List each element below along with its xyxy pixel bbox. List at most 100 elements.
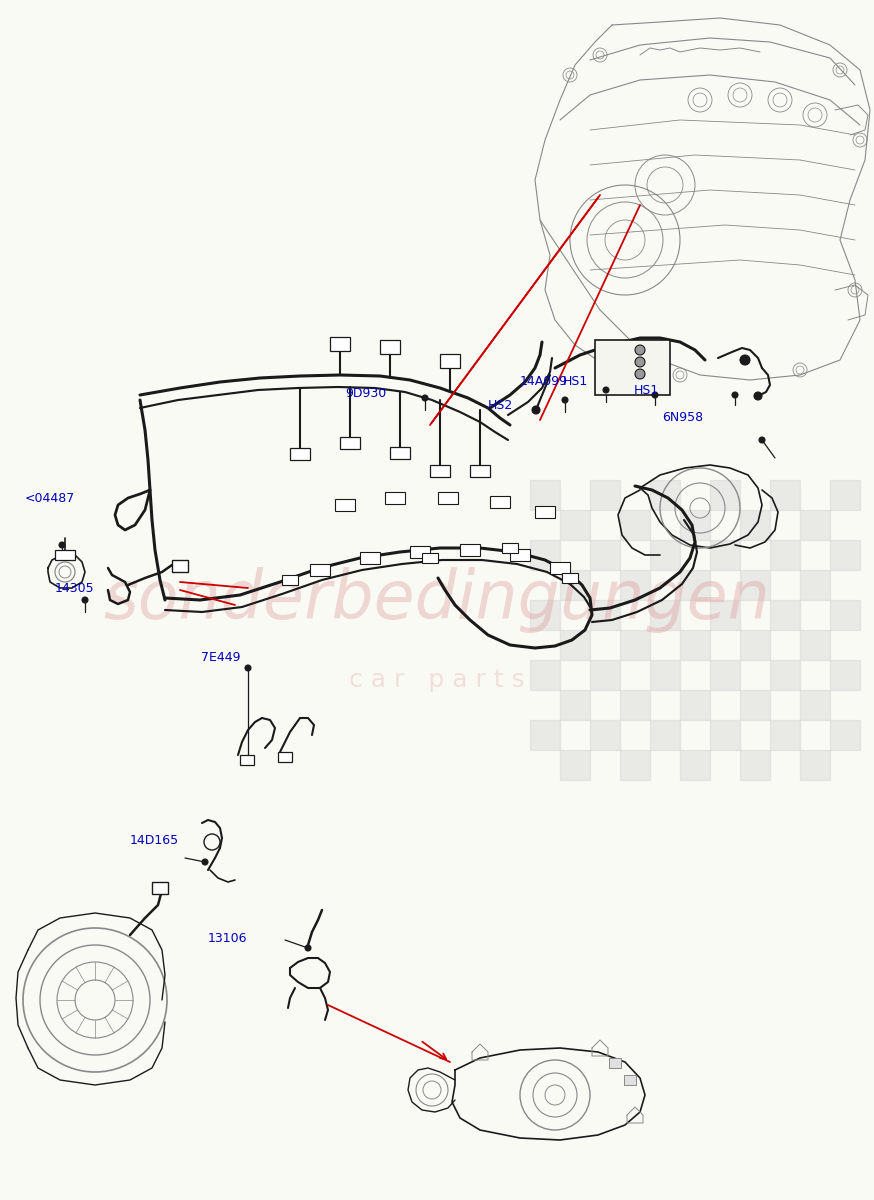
Bar <box>172 560 188 572</box>
Bar <box>55 550 75 560</box>
Bar <box>380 340 400 354</box>
Bar <box>590 600 620 630</box>
Bar <box>740 510 770 540</box>
Text: HS1: HS1 <box>563 376 588 388</box>
Bar <box>440 354 460 368</box>
Circle shape <box>532 406 540 414</box>
Bar <box>560 510 590 540</box>
Text: 14D165: 14D165 <box>129 834 178 846</box>
Bar <box>530 540 560 570</box>
Text: 14305: 14305 <box>54 582 94 594</box>
Circle shape <box>245 665 251 671</box>
Circle shape <box>635 370 645 379</box>
Bar <box>240 755 254 766</box>
Bar <box>422 553 438 563</box>
Text: c a r   p a r t s: c a r p a r t s <box>349 668 525 692</box>
Bar <box>740 630 770 660</box>
Circle shape <box>635 346 645 355</box>
Bar <box>620 630 650 660</box>
Bar <box>650 600 680 630</box>
Text: <04487: <04487 <box>24 492 74 504</box>
Bar <box>562 572 578 583</box>
Bar <box>710 540 740 570</box>
Bar <box>590 540 620 570</box>
Bar <box>290 448 310 460</box>
Circle shape <box>652 392 658 398</box>
Bar <box>710 660 740 690</box>
Circle shape <box>635 358 645 367</box>
Bar <box>800 690 830 720</box>
Bar <box>680 750 710 780</box>
Circle shape <box>740 355 750 365</box>
Text: HS1: HS1 <box>634 384 659 396</box>
Bar <box>510 550 530 560</box>
Text: 13106: 13106 <box>208 932 247 944</box>
Text: 6N958: 6N958 <box>662 412 704 424</box>
Bar <box>650 660 680 690</box>
Bar <box>560 630 590 660</box>
Bar <box>360 552 380 564</box>
Bar <box>340 437 360 449</box>
Bar <box>550 562 570 574</box>
Bar <box>710 600 740 630</box>
Bar <box>535 506 555 518</box>
Bar <box>650 540 680 570</box>
Circle shape <box>59 542 65 548</box>
Bar <box>310 564 330 576</box>
Circle shape <box>82 596 88 602</box>
Bar <box>800 570 830 600</box>
Bar <box>530 600 560 630</box>
Bar <box>770 660 800 690</box>
Bar <box>650 720 680 750</box>
Bar <box>152 882 168 894</box>
Bar <box>740 750 770 780</box>
Bar <box>595 340 670 395</box>
Bar <box>830 720 860 750</box>
Bar <box>282 575 298 584</box>
Bar <box>710 720 740 750</box>
Bar <box>800 630 830 660</box>
Circle shape <box>603 386 609 392</box>
Circle shape <box>305 946 311 950</box>
Text: sonderbedingungen: sonderbedingungen <box>103 566 771 634</box>
Bar <box>830 480 860 510</box>
Bar <box>740 690 770 720</box>
Bar <box>460 544 480 556</box>
Text: 9D930: 9D930 <box>345 388 386 400</box>
Bar <box>680 690 710 720</box>
Bar <box>830 600 860 630</box>
Text: 7E449: 7E449 <box>201 652 240 664</box>
Bar <box>650 480 680 510</box>
Bar <box>560 750 590 780</box>
Bar <box>770 600 800 630</box>
Bar <box>560 690 590 720</box>
Bar <box>680 510 710 540</box>
Bar <box>530 720 560 750</box>
Bar <box>560 570 590 600</box>
Bar <box>830 660 860 690</box>
Bar <box>830 540 860 570</box>
Text: 14A099: 14A099 <box>520 376 568 388</box>
Bar <box>620 570 650 600</box>
Bar <box>390 446 410 458</box>
Bar <box>590 660 620 690</box>
Bar <box>410 546 430 558</box>
Circle shape <box>754 392 762 400</box>
Bar <box>438 492 458 504</box>
Bar <box>620 510 650 540</box>
Circle shape <box>759 437 765 443</box>
Bar <box>620 690 650 720</box>
Circle shape <box>732 392 738 398</box>
Bar <box>470 464 490 476</box>
Bar <box>624 1075 636 1085</box>
Bar <box>530 660 560 690</box>
Bar <box>620 750 650 780</box>
Circle shape <box>422 395 428 401</box>
Bar <box>330 337 350 350</box>
Bar <box>609 1058 621 1068</box>
Bar <box>770 720 800 750</box>
Bar <box>770 480 800 510</box>
Bar <box>278 752 292 762</box>
Bar <box>590 720 620 750</box>
Bar <box>740 570 770 600</box>
